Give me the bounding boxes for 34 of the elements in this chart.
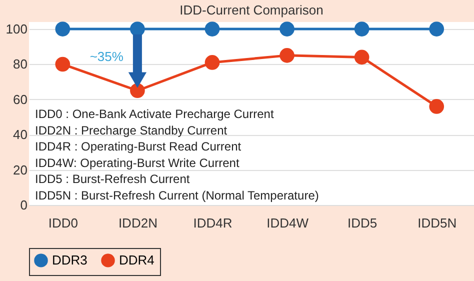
x-tick-label: IDD5N xyxy=(418,216,457,230)
point xyxy=(429,99,444,114)
point xyxy=(429,22,444,36)
x-tick-label: IDD0 xyxy=(48,216,78,230)
annotation: IDD5 : Burst-Refresh Current xyxy=(35,172,190,186)
annotation: IDD0 : One-Bank Activate Precharge Current xyxy=(35,107,274,121)
y-tick-label: 100 xyxy=(6,22,28,37)
legend-label: DDR4 xyxy=(119,252,154,268)
point xyxy=(354,22,370,36)
chart-title: IDD-Current Comparison xyxy=(180,2,324,18)
x-tick-label: IDD5 xyxy=(348,216,378,230)
y-tick-label: 40 xyxy=(13,127,28,142)
point xyxy=(130,83,145,98)
point xyxy=(130,22,145,36)
annotation: IDD2N : Precharge Standby Current xyxy=(35,123,228,138)
point xyxy=(280,48,294,63)
x-tick-label: IDD2N xyxy=(118,216,158,230)
annotation: ~35% xyxy=(90,48,124,64)
annotation: IDD4R : Operating-Burst Read Current xyxy=(35,140,242,154)
y-tick-label: 80 xyxy=(13,56,28,72)
point xyxy=(55,56,70,72)
point xyxy=(280,22,294,36)
y-tick-label: 20 xyxy=(13,162,28,178)
point xyxy=(55,22,70,36)
y-tick-label: 60 xyxy=(13,92,28,107)
y-tick-label: 0 xyxy=(20,198,28,212)
annotation: IDD5N : Burst-Refresh Current (Normal Temperature) xyxy=(35,188,319,202)
legend-label: DDR3 xyxy=(52,252,88,268)
point xyxy=(204,55,220,70)
point xyxy=(204,22,220,36)
point xyxy=(354,50,370,65)
annotation: IDD4W: Operating-Burst Write Current xyxy=(35,156,240,170)
x-tick-label: IDD4W xyxy=(266,216,310,230)
x-tick-label: IDD4R xyxy=(193,216,232,230)
